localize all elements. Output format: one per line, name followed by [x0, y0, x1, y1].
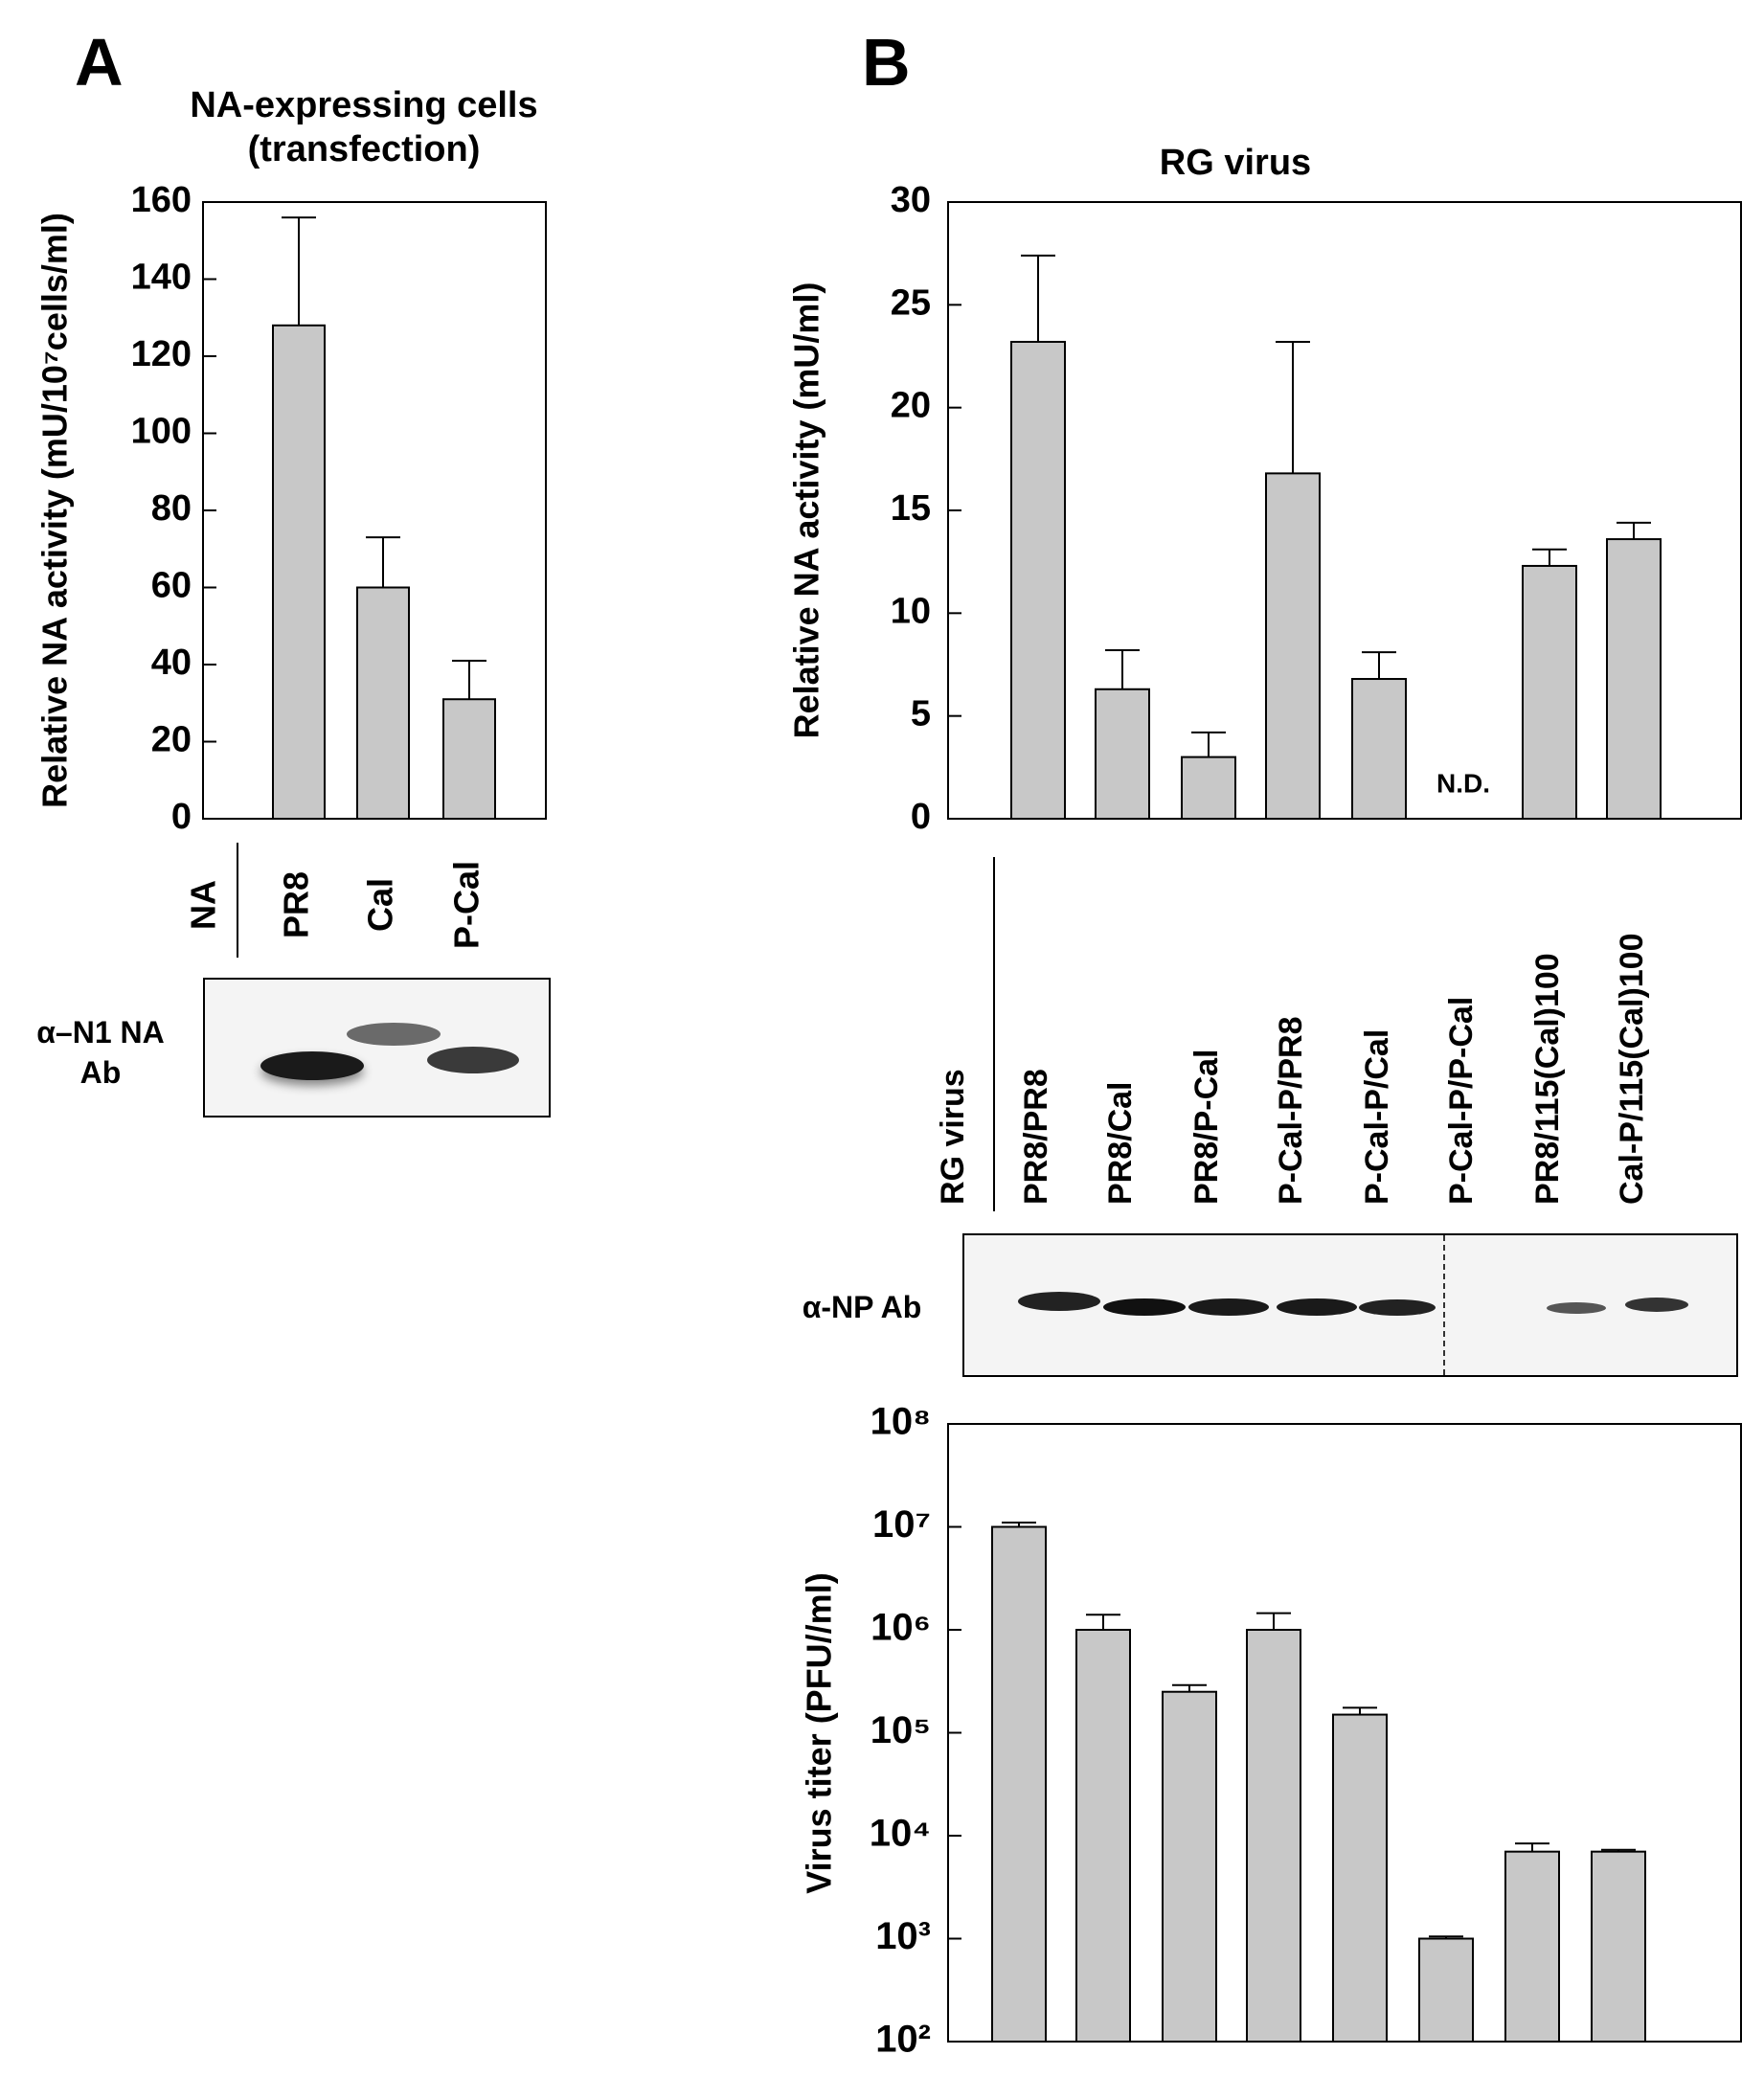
- panel-a-letter: A: [75, 25, 124, 100]
- panel-b-blot-label: α-NP Ab: [802, 1290, 922, 1324]
- panel-a-title: NA-expressing cells (transfection): [153, 84, 575, 171]
- chart-b-bar: [1265, 472, 1321, 820]
- chart-b-category-label: P-Cal-P/P-Cal: [1443, 997, 1480, 1205]
- chart-b-category-label: P-Cal-P/Cal: [1359, 1029, 1395, 1205]
- chart-a-ytick-label: 100: [131, 412, 192, 452]
- chart-b-category-label: PR8/P-Cal: [1188, 1050, 1225, 1206]
- panel-b-western-blot: [962, 1233, 1738, 1377]
- blot-divider-dashed: [1443, 1235, 1445, 1375]
- chart-b-bar: [1522, 564, 1577, 821]
- chart-a-bar: [442, 698, 496, 820]
- chart-a-lane-header: NA: [184, 880, 223, 930]
- chart-c-bar: [1418, 1937, 1474, 2043]
- chart-c-ytick-label: 10⁸: [871, 1401, 931, 1443]
- chart-c-ytick-label: 10²: [875, 2019, 931, 2061]
- panel-a-title-line2: (transfection): [247, 128, 481, 169]
- chart-b-bar: [1606, 538, 1662, 820]
- panel-a-blot-label-line2: Ab: [79, 1054, 122, 1090]
- chart-b-category-label: PR8/115(Cal)100: [1529, 953, 1566, 1205]
- chart-c-bar: [1591, 1850, 1646, 2043]
- chart-a-ytick-label: 40: [151, 643, 192, 683]
- panel-b-title: RG virus: [1159, 143, 1312, 183]
- chart-a-ytick-label: 160: [131, 180, 192, 220]
- chart-a-ytick-label: 60: [151, 566, 192, 606]
- np-band-p-cal-p-pr8: [1277, 1298, 1357, 1316]
- chart-a-category-label: PR8: [277, 871, 316, 938]
- chart-c-ytick-label: 10⁴: [870, 1813, 931, 1855]
- chart-c-y-axis-label: Virus titer (PFU//ml): [800, 1572, 839, 1893]
- chart-b-category-label: P-Cal-P/PR8: [1273, 1017, 1309, 1206]
- np-band-pr8-115cal100: [1547, 1302, 1606, 1314]
- chart-a-ytick-label: 0: [171, 797, 192, 837]
- chart-b-ytick-label: 0: [911, 797, 931, 837]
- chart-c-ytick-label: 10⁷: [872, 1503, 931, 1546]
- np-band-p-cal-p-cal: [1359, 1299, 1436, 1316]
- chart-b-y-axis-label: Relative NA activity (mU/ml): [787, 282, 826, 739]
- chart-b-bar: [1095, 688, 1150, 821]
- chart-a-ytick-label: 140: [131, 258, 192, 298]
- blot-band-p-cal: [427, 1047, 519, 1073]
- chart-b-category-label: Cal-P/115(Cal)100: [1614, 934, 1650, 1206]
- chart-b-lane-header: RG virus: [935, 1069, 971, 1205]
- chart-c-bar: [1504, 1850, 1560, 2043]
- chart-a-bar: [356, 586, 410, 820]
- chart-b-ytick-label: 20: [891, 386, 931, 426]
- chart-c-ytick-label: 10³: [875, 1915, 931, 1957]
- chart-c-bar: [991, 1525, 1047, 2043]
- np-band-pr8-pr8: [1018, 1292, 1100, 1311]
- blot-band-pr8: [260, 1051, 364, 1080]
- np-band-cal-p-115cal100: [1625, 1298, 1688, 1312]
- chart-c-ytick-label: 10⁵: [871, 1709, 931, 1751]
- panel-a-title-line1: NA-expressing cells: [190, 85, 538, 125]
- chart-c-ytick-label: 10⁶: [871, 1607, 931, 1649]
- chart-b-bar: [1181, 756, 1236, 820]
- chart-c-bar: [1162, 1690, 1217, 2043]
- chart-a-y-axis-label: Relative NA activity (mU/10⁷cells/ml): [35, 213, 75, 808]
- chart-b-ytick-label: 5: [911, 694, 931, 734]
- chart-b-ytick-label: 30: [891, 180, 931, 220]
- chart-a-category-label: P-Cal: [447, 861, 486, 949]
- chart-a-bar: [272, 324, 326, 820]
- np-band-pr8-p-cal: [1188, 1298, 1269, 1316]
- chart-a-category-label: Cal: [361, 878, 400, 932]
- panel-a-blot-label: α–N1 NA Ab: [10, 1013, 192, 1093]
- chart-b-nd-annotation: N.D.: [1436, 768, 1490, 798]
- chart-b-ytick-label: 15: [891, 488, 931, 529]
- blot-band-cal: [347, 1023, 441, 1046]
- panel-a-western-blot: [203, 978, 551, 1118]
- chart-b-category-label: PR8/PR8: [1018, 1069, 1054, 1205]
- chart-b-category-label: PR8/Cal: [1102, 1082, 1139, 1206]
- chart-b-bar: [1010, 340, 1066, 820]
- chart-c-bar: [1075, 1629, 1131, 2043]
- chart-a-ytick-label: 80: [151, 488, 192, 529]
- chart-c-bar: [1246, 1629, 1301, 2043]
- panel-a-blot-label-line1: α–N1 NA: [36, 1015, 165, 1050]
- np-band-pr8-cal: [1103, 1298, 1186, 1316]
- panel-b-letter: B: [862, 25, 911, 100]
- chart-b-ytick-label: 10: [891, 591, 931, 631]
- chart-a-ytick-label: 20: [151, 720, 192, 760]
- chart-b-ytick-label: 25: [891, 282, 931, 323]
- chart-a-ytick-label: 120: [131, 334, 192, 374]
- chart-b-bar: [1351, 678, 1407, 820]
- chart-c-bar: [1332, 1713, 1388, 2043]
